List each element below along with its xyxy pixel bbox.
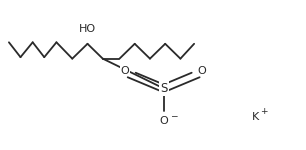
Text: O: O	[121, 66, 129, 76]
Text: −: −	[170, 111, 177, 120]
Text: S: S	[160, 82, 167, 95]
Text: K: K	[252, 112, 259, 122]
Text: O: O	[197, 66, 206, 76]
Text: +: +	[260, 107, 268, 116]
Text: HO: HO	[79, 24, 96, 34]
Text: O: O	[159, 116, 168, 126]
